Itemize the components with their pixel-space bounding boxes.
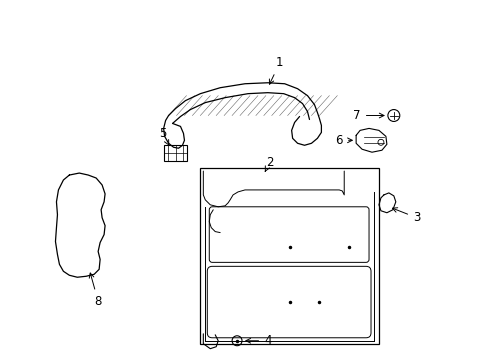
Text: 3: 3: [392, 208, 420, 224]
Text: 8: 8: [89, 273, 102, 307]
Text: 5: 5: [159, 127, 169, 145]
Text: 2: 2: [264, 156, 273, 171]
Text: 4: 4: [245, 334, 271, 347]
Bar: [163, 145, 187, 161]
Text: 1: 1: [269, 57, 283, 84]
Text: 6: 6: [335, 134, 351, 147]
Text: 7: 7: [353, 109, 383, 122]
Bar: [200, 168, 378, 344]
